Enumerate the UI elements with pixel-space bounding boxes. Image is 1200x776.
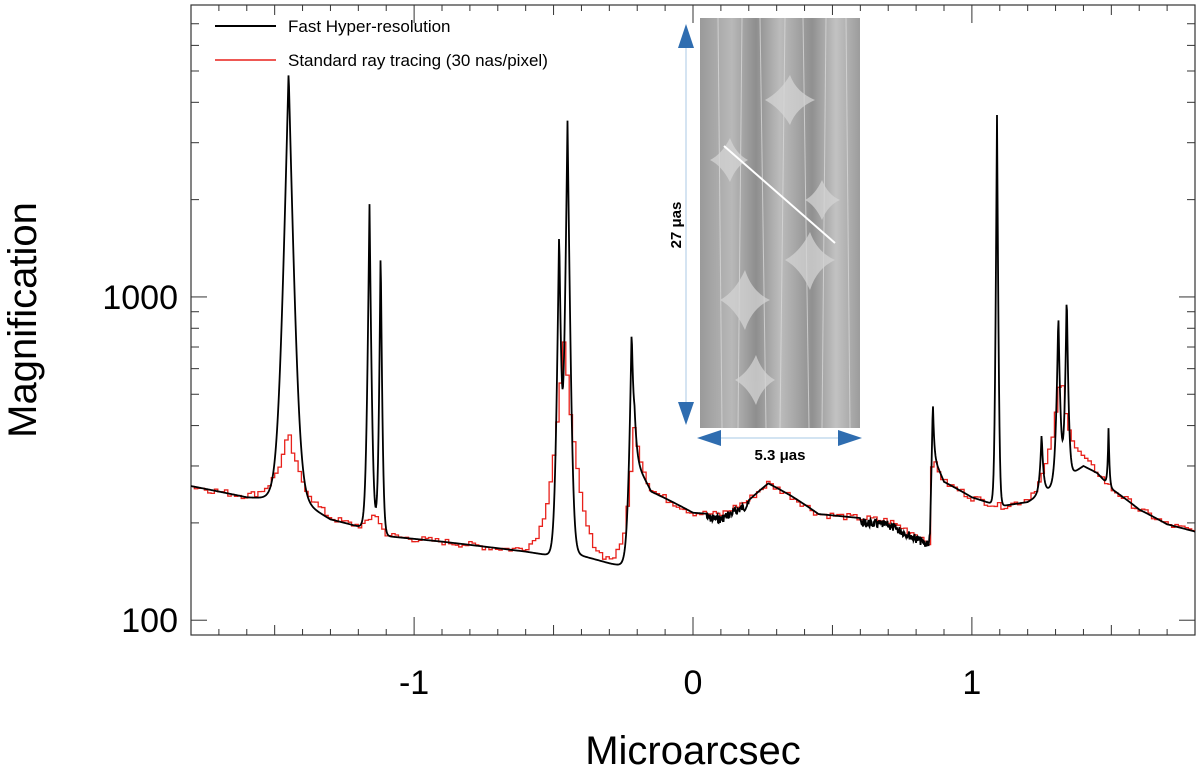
series-line-standard-ray-tracing xyxy=(191,341,1195,560)
inset-height-label: 27 μas xyxy=(668,202,685,249)
y-tick-label-100: 100 xyxy=(121,602,178,640)
inset-height-arrow-up xyxy=(678,24,694,48)
y-tick-label-1000: 1000 xyxy=(102,279,178,317)
legend-label-standard-ray-tracing: Standard ray tracing (30 nas/pixel) xyxy=(288,51,548,70)
x-tick-label-1: 1 xyxy=(962,664,981,702)
inset-width-arrow-left xyxy=(697,430,721,446)
x-tick-label-minus-1: -1 xyxy=(399,664,429,702)
inset-image xyxy=(700,18,860,428)
y-minor-ticks xyxy=(191,4,1195,621)
y-axis-title: Magnification xyxy=(1,202,45,438)
inset-caustic-streaks xyxy=(717,17,851,429)
legend: Fast Hyper-resolution Standard ray traci… xyxy=(215,17,548,70)
plot-frame xyxy=(190,4,1196,636)
series-line-fast-hyper-resolution xyxy=(191,75,1195,566)
inset-caustic-map: 27 μas 5.3 μas xyxy=(668,17,862,464)
inset-height-arrow-down xyxy=(678,402,694,425)
x-tick-label-0: 0 xyxy=(684,664,703,702)
inset-trajectory-line xyxy=(723,145,836,244)
inset-width-label: 5.3 μas xyxy=(755,447,806,464)
legend-label-fast-hyper-resolution: Fast Hyper-resolution xyxy=(288,17,451,36)
x-axis-title: Microarcsec xyxy=(585,729,801,773)
inset-width-arrow-right xyxy=(838,430,862,446)
inset-caustic-cusps xyxy=(710,75,840,405)
x-minor-ticks xyxy=(190,5,1196,635)
series-layer xyxy=(191,75,1195,566)
